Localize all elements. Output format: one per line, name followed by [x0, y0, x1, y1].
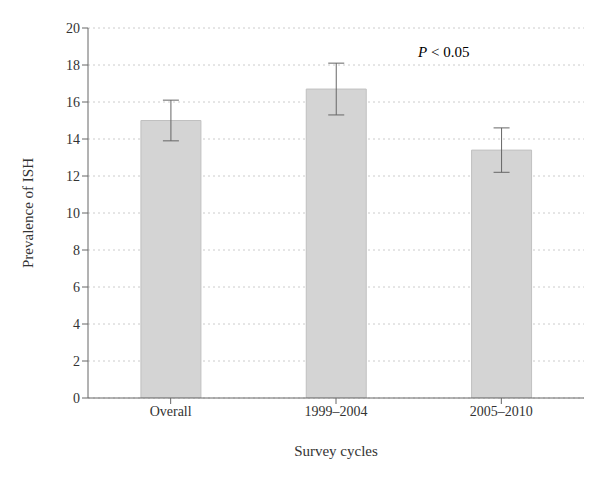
svg-text:2005–2010: 2005–2010	[470, 404, 533, 419]
svg-text:2: 2	[73, 354, 80, 369]
svg-text:8: 8	[73, 243, 80, 258]
svg-text:0: 0	[73, 391, 80, 406]
svg-text:14: 14	[66, 132, 80, 147]
svg-text:1999–2004: 1999–2004	[305, 404, 368, 419]
svg-text:16: 16	[66, 95, 80, 110]
svg-text:Overall: Overall	[150, 404, 192, 419]
svg-text:Survey cycles: Survey cycles	[294, 443, 378, 459]
svg-text:20: 20	[66, 21, 80, 36]
svg-text:10: 10	[66, 206, 80, 221]
svg-text:12: 12	[66, 169, 80, 184]
svg-text:Prevalence of ISH: Prevalence of ISH	[20, 158, 36, 268]
html-text:P < 0.05: P < 0.05	[418, 44, 470, 60]
svg-text:18: 18	[66, 58, 80, 73]
svg-text:4: 4	[73, 317, 80, 332]
svg-text:6: 6	[73, 280, 80, 295]
